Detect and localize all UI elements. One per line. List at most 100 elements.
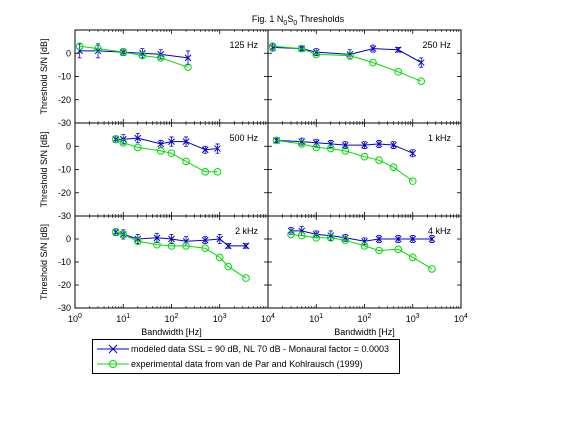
y-tick-label: -30 bbox=[58, 118, 71, 128]
experimental-point bbox=[394, 245, 403, 254]
experimental-point bbox=[215, 253, 224, 262]
series-line-modeled bbox=[115, 137, 218, 151]
experimental-point bbox=[242, 274, 250, 282]
modeled-point bbox=[201, 236, 209, 244]
modeled-point bbox=[216, 235, 224, 243]
experimental-point bbox=[138, 51, 147, 60]
y-tick-label: -10 bbox=[58, 257, 71, 267]
modeled-point bbox=[428, 235, 436, 243]
y-tick-label: 0 bbox=[66, 234, 71, 244]
modeled-point bbox=[341, 141, 349, 149]
series-line-modeled bbox=[79, 50, 189, 59]
experimental-point bbox=[428, 265, 436, 273]
experimental-point bbox=[224, 262, 233, 271]
panel-frequency-label: 250 Hz bbox=[422, 40, 451, 50]
figure-title-part: S bbox=[287, 14, 293, 24]
modeled-point bbox=[112, 228, 120, 236]
experimental-point bbox=[360, 242, 369, 250]
x-tick-label: 104 bbox=[261, 313, 275, 324]
y-tick-label: -10 bbox=[58, 165, 71, 175]
experimental-point bbox=[153, 240, 161, 249]
modeled-point bbox=[153, 234, 161, 242]
y-tick-label: -20 bbox=[58, 280, 71, 290]
modeled-point bbox=[242, 242, 250, 250]
series-line-experimental bbox=[272, 45, 422, 82]
panel-frequency-label: 500 Hz bbox=[229, 133, 258, 143]
experimental-point bbox=[417, 77, 426, 85]
experimental-point bbox=[167, 242, 176, 250]
modeled-point bbox=[184, 54, 192, 62]
experimental-point bbox=[312, 50, 321, 59]
experimental-point bbox=[389, 163, 398, 171]
modeled-point bbox=[409, 235, 417, 243]
x-axis-label: Bandwidth [Hz] bbox=[141, 327, 202, 337]
modeled-point bbox=[168, 235, 175, 243]
x-tick-label: 103 bbox=[406, 313, 420, 324]
experimental-point bbox=[297, 44, 306, 53]
series-line-modeled bbox=[115, 231, 246, 247]
experimental-point bbox=[272, 136, 281, 145]
modeled-point bbox=[417, 59, 425, 66]
legend-entry-modeled: modeled data SSL = 90 dB, NL 70 dB - Mon… bbox=[93, 343, 399, 357]
experimental-point bbox=[182, 242, 190, 250]
experimental-point bbox=[111, 228, 120, 236]
experimental-point bbox=[369, 58, 377, 67]
figure-title-subscript: 0 bbox=[293, 20, 297, 27]
modeled-point bbox=[369, 45, 377, 52]
series-line-modeled bbox=[291, 230, 432, 242]
x-tick-label: 100 bbox=[68, 313, 82, 324]
x-tick-label: 101 bbox=[116, 313, 130, 324]
experimental-point bbox=[326, 234, 335, 242]
legend-label-experimental: experimental data from van de Par and Ko… bbox=[131, 359, 363, 369]
modeled-point bbox=[224, 242, 232, 250]
experimental-point bbox=[341, 147, 350, 155]
figure-title-part: Fig. 1 N bbox=[252, 14, 284, 24]
x-axis-label: Bandwidth [Hz] bbox=[334, 327, 395, 337]
experimental-point bbox=[156, 147, 165, 155]
experimental-point bbox=[287, 230, 295, 239]
experimental-point bbox=[94, 44, 102, 53]
modeled-point bbox=[375, 235, 383, 243]
experimental-point bbox=[268, 42, 277, 51]
experimental-point bbox=[119, 138, 128, 147]
legend-label-modeled: modeled data SSL = 90 dB, NL 70 dB - Mon… bbox=[131, 344, 389, 354]
experimental-point bbox=[394, 68, 403, 76]
panel-frequency-label: 4 kHz bbox=[428, 226, 452, 236]
y-axis-label: Threshold S/N [dB] bbox=[39, 131, 49, 207]
y-tick-label: -20 bbox=[58, 188, 71, 198]
x-tick-label: 102 bbox=[165, 313, 179, 324]
experimental-point bbox=[408, 253, 417, 262]
experimental-point bbox=[408, 177, 417, 185]
experimental-point bbox=[297, 140, 306, 148]
experimental-point bbox=[119, 230, 128, 239]
chart-panel: 0 -10 -20 -30 Threshold S/N [dB] 125 Hz bbox=[39, 29, 269, 128]
legend-entry-experimental: experimental data from van de Par and Ko… bbox=[93, 358, 399, 372]
experimental-point bbox=[119, 48, 128, 56]
y-axis-label: Threshold S/N [dB] bbox=[39, 224, 49, 300]
modeled-point bbox=[112, 135, 120, 143]
experimental-point bbox=[375, 156, 383, 164]
modeled-point bbox=[390, 141, 397, 149]
experimental-point bbox=[182, 157, 190, 166]
modeled-point bbox=[375, 140, 383, 148]
modeled-point bbox=[409, 149, 417, 157]
y-tick-label: -30 bbox=[58, 211, 71, 221]
modeled-point bbox=[214, 145, 221, 152]
x-tick-label: 103 bbox=[213, 313, 227, 324]
modeled-point bbox=[134, 235, 142, 243]
x-tick-label: 104 bbox=[454, 313, 468, 324]
figure-title-part: Thresholds bbox=[297, 14, 344, 24]
modeled-point bbox=[361, 141, 368, 149]
modeled-point bbox=[168, 138, 175, 145]
legend: modeled data SSL = 90 dB, NL 70 dB - Mon… bbox=[92, 339, 400, 374]
series-line-experimental bbox=[276, 139, 414, 182]
experimental-point bbox=[297, 231, 306, 240]
series-line-experimental bbox=[115, 231, 247, 279]
legend-swatch-modeled bbox=[97, 344, 129, 354]
chart-panels: 0 -10 -20 -30 Threshold S/N [dB] 125 Hz 250 Hz… bbox=[39, 29, 468, 337]
panel-frequency-label: 125 Hz bbox=[229, 40, 258, 50]
panel-frequency-label: 1 kHz bbox=[428, 133, 452, 143]
modeled-point bbox=[394, 235, 402, 243]
y-tick-label: 0 bbox=[66, 48, 71, 58]
